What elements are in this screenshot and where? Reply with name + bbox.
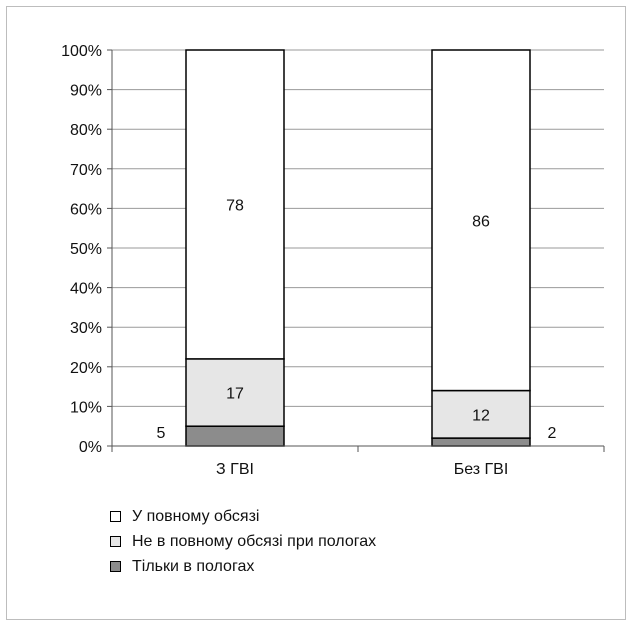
bars	[185, 49, 531, 447]
data-label: 2	[548, 425, 557, 442]
x-tick-label: З ГВІ	[216, 461, 254, 478]
y-tick-label: 50%	[70, 241, 102, 258]
bar-segment	[431, 389, 531, 439]
legend-swatch-partial	[110, 536, 121, 547]
legend-swatch-full	[110, 511, 121, 522]
legend-swatch-labor-only	[110, 561, 121, 572]
y-tick-label: 90%	[70, 83, 102, 100]
axes	[107, 49, 605, 452]
data-label: 17	[226, 386, 244, 403]
y-tick-label: 80%	[70, 122, 102, 139]
bar-segment	[431, 49, 531, 392]
bar-segment	[185, 49, 285, 360]
data-label: 78	[226, 197, 244, 214]
data-label: 12	[472, 407, 490, 424]
y-tick-label: 10%	[70, 399, 102, 416]
bar-segment	[431, 437, 531, 447]
y-tick-label: 30%	[70, 320, 102, 337]
data-label: 86	[472, 213, 490, 230]
x-tick-label: Без ГВІ	[454, 461, 509, 478]
y-tick-labels: 0% 10% 20% 30% 40% 50% 60% 70% 80% 90% 100%	[61, 43, 102, 456]
y-tick-label: 100%	[61, 43, 102, 60]
legend-item: Тільки в пологах	[110, 554, 376, 579]
x-tick-labels: З ГВІ Без ГВІ	[216, 461, 508, 478]
y-tick-label: 60%	[70, 201, 102, 218]
data-labels: 5 17 78 2 12 86	[157, 197, 557, 442]
legend-label: Не в повному обсязі при пологах	[132, 532, 377, 550]
y-tick-label: 40%	[70, 281, 102, 298]
legend: У повному обсязі Не в повному обсязі при…	[110, 504, 376, 579]
y-tick-label: 70%	[70, 162, 102, 179]
bar-segment	[185, 358, 285, 427]
y-tick-label: 20%	[70, 360, 102, 377]
legend-item: У повному обсязі	[110, 504, 376, 529]
legend-label: Тільки в пологах	[132, 557, 255, 575]
data-label: 5	[157, 425, 166, 442]
legend-label: У повному обсязі	[132, 507, 260, 525]
bar-segment	[185, 425, 285, 447]
y-tick-label: 0%	[79, 439, 102, 456]
legend-item: Не в повному обсязі при пологах	[110, 529, 376, 554]
